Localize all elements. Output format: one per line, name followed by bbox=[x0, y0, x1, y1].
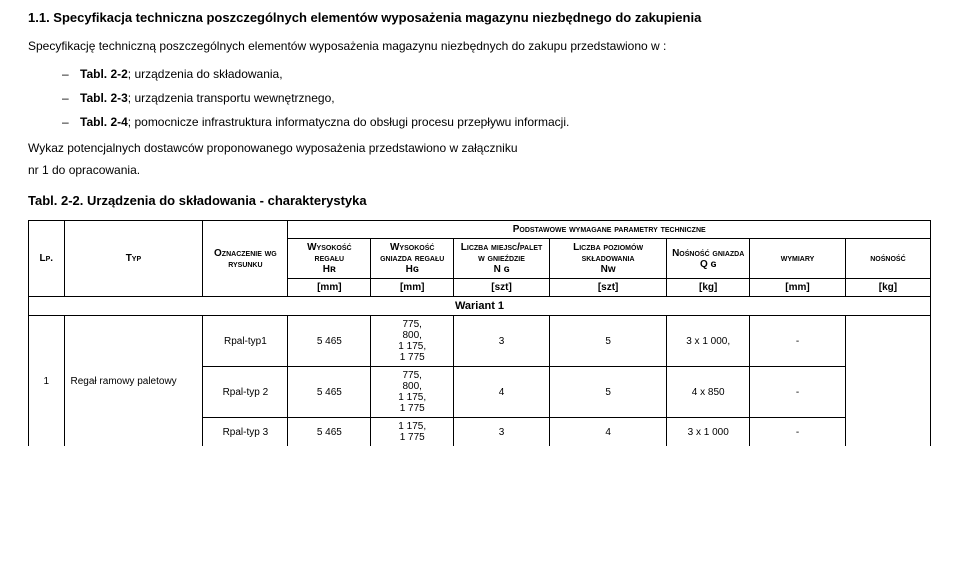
cell-wym: - bbox=[750, 367, 846, 418]
list-item: Tabl. 2-2; urządzenia do składowania, bbox=[62, 65, 931, 83]
col-text: Liczba poziomów składowania bbox=[573, 242, 643, 264]
col-sym: Nᴡ bbox=[601, 264, 616, 275]
table-row: 1 Regał ramowy paletowy Rpal-typ1 5 465 … bbox=[29, 316, 931, 367]
cell-hr: 5 465 bbox=[288, 367, 371, 418]
col-wys-gn: Wysokość gniazda regału Hɢ bbox=[371, 239, 454, 279]
unit-szt: [szt] bbox=[454, 279, 550, 297]
cell-hg: 1 175, 1 775 bbox=[371, 418, 454, 447]
bullet-prefix: Tabl. 2-2 bbox=[80, 67, 128, 81]
paragraph: Wykaz potencjalnych dostawców proponowan… bbox=[28, 139, 931, 157]
col-lp: Lp. bbox=[29, 221, 65, 297]
col-typ: Typ bbox=[64, 221, 203, 297]
cell-nw: 5 bbox=[549, 316, 666, 367]
list-item: Tabl. 2-3; urządzenia transportu wewnętr… bbox=[62, 89, 931, 107]
bullet-list: Tabl. 2-2; urządzenia do składowania, Ta… bbox=[28, 65, 931, 131]
cell-nw: 5 bbox=[549, 367, 666, 418]
bullet-prefix: Tabl. 2-4 bbox=[80, 115, 128, 129]
col-text: Nośność gniazda bbox=[672, 248, 744, 259]
bullet-prefix: Tabl. 2-3 bbox=[80, 91, 128, 105]
cell-ng: 4 bbox=[454, 367, 550, 418]
col-sym: Q ɢ bbox=[700, 259, 716, 270]
col-sym: Hʀ bbox=[323, 264, 336, 275]
col-text: Liczba miejsc/palet w gnieździe bbox=[461, 242, 543, 264]
unit-mm: [mm] bbox=[371, 279, 454, 297]
col-super: Podstawowe wymagane parametry techniczne bbox=[288, 221, 931, 239]
col-nosn-g: Nośność gniazda Q ɢ bbox=[667, 239, 750, 279]
cell-hr: 5 465 bbox=[288, 418, 371, 447]
bullet-suffix: ; pomocnicze infrastruktura informatyczn… bbox=[128, 115, 570, 129]
cell-nosn bbox=[845, 316, 930, 447]
cell-nw: 4 bbox=[549, 418, 666, 447]
col-sym: N ɢ bbox=[494, 264, 510, 275]
cell-qg: 3 x 1 000 bbox=[667, 418, 750, 447]
cell-ozn: Rpal-typ1 bbox=[203, 316, 288, 367]
cell-typ: Regał ramowy paletowy bbox=[64, 316, 203, 447]
table-caption: Tabl. 2-2. Urządzenia do składowania - c… bbox=[28, 193, 931, 208]
cell-ozn: Rpal-typ 2 bbox=[203, 367, 288, 418]
cell-hr: 5 465 bbox=[288, 316, 371, 367]
section-heading: 1.1. Specyfikacja techniczna poszczególn… bbox=[28, 10, 931, 25]
unit-kg: [kg] bbox=[667, 279, 750, 297]
list-item: Tabl. 2-4; pomocnicze infrastruktura inf… bbox=[62, 113, 931, 131]
paragraph: nr 1 do opracowania. bbox=[28, 161, 931, 179]
col-sym: Hɢ bbox=[406, 264, 419, 275]
col-ozn: Oznaczenie wg rysunku bbox=[203, 221, 288, 297]
unit-szt: [szt] bbox=[549, 279, 666, 297]
cell-qg: 4 x 850 bbox=[667, 367, 750, 418]
col-wym: wymiary bbox=[750, 239, 846, 279]
col-wys-reg: Wysokość regału Hʀ bbox=[288, 239, 371, 279]
variant-label: Wariant 1 bbox=[29, 297, 931, 316]
cell-lp: 1 bbox=[29, 316, 65, 447]
unit-mm: [mm] bbox=[288, 279, 371, 297]
cell-hg: 775, 800, 1 175, 1 775 bbox=[371, 316, 454, 367]
cell-hg: 775, 800, 1 175, 1 775 bbox=[371, 367, 454, 418]
unit-kg: [kg] bbox=[845, 279, 930, 297]
cell-wym: - bbox=[750, 316, 846, 367]
cell-ng: 3 bbox=[454, 418, 550, 447]
bullet-suffix: ; urządzenia do składowania, bbox=[128, 67, 283, 81]
col-nosn: nośność bbox=[845, 239, 930, 279]
spec-table: Lp. Typ Oznaczenie wg rysunku Podstawowe… bbox=[28, 220, 931, 446]
col-text: Wysokość gniazda regału bbox=[380, 242, 444, 264]
cell-wym: - bbox=[750, 418, 846, 447]
col-text: Wysokość regału bbox=[307, 242, 351, 264]
col-liczba-m: Liczba miejsc/palet w gnieździe N ɢ bbox=[454, 239, 550, 279]
col-liczba-p: Liczba poziomów składowania Nᴡ bbox=[549, 239, 666, 279]
cell-ozn: Rpal-typ 3 bbox=[203, 418, 288, 447]
intro-text: Specyfikację techniczną poszczególnych e… bbox=[28, 37, 931, 55]
cell-qg: 3 x 1 000, bbox=[667, 316, 750, 367]
cell-ng: 3 bbox=[454, 316, 550, 367]
unit-mm: [mm] bbox=[750, 279, 846, 297]
bullet-suffix: ; urządzenia transportu wewnętrznego, bbox=[128, 91, 335, 105]
